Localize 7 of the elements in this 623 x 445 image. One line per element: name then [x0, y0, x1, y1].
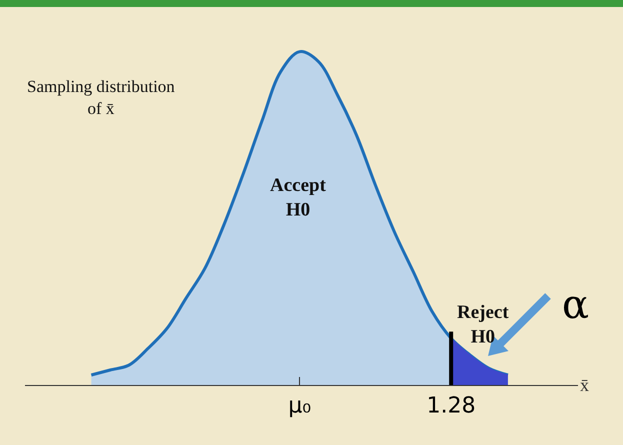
annotation: Reject H0 — [457, 302, 510, 348]
annotation: Sampling distribution of x̄ — [27, 77, 176, 118]
x-tick-label: 1.28 — [426, 393, 476, 418]
x-tick-label: μ₀ — [288, 393, 312, 418]
annotation: Accept H0 — [270, 175, 327, 221]
text: α — [562, 282, 590, 328]
x-axis-title: x̄ — [580, 375, 589, 395]
